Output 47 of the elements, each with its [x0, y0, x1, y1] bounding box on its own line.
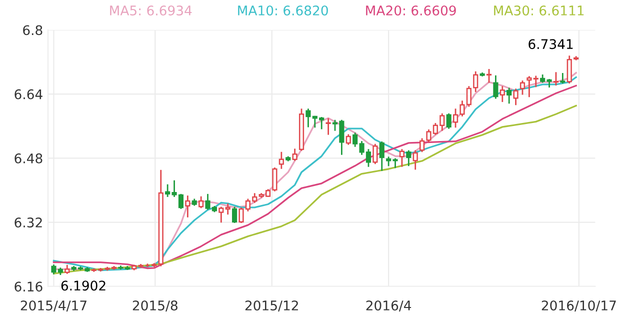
- annotation: 6.7341: [528, 39, 573, 50]
- x-tick-label: 2016/4: [366, 300, 412, 312]
- x-tick-label: 2015/4/17: [20, 300, 86, 312]
- candlestick: [152, 263, 157, 268]
- candlestick: [500, 86, 505, 102]
- candlestick: [412, 150, 418, 170]
- y-tick-label: 6.16: [14, 282, 42, 292]
- x-tick-label: 2015/8: [132, 300, 178, 312]
- x-tick-label: 2015/12: [245, 300, 298, 312]
- candlestick: [225, 204, 230, 215]
- text: MA10: 6.6820: [238, 6, 328, 16]
- candlestick: [218, 206, 224, 223]
- candlestick: [372, 144, 378, 164]
- candlestick: [346, 134, 351, 145]
- candlestick: [379, 141, 384, 171]
- annotation: 6.1902: [61, 280, 106, 291]
- candlestick: [306, 108, 311, 128]
- candlestick: [399, 149, 404, 167]
- text: MA20: 6.6609: [366, 6, 456, 16]
- y-tick-label: 6.64: [14, 89, 42, 100]
- candlestick: [560, 72, 566, 84]
- candlestick: [520, 80, 526, 95]
- text: MA5: 6.6934: [110, 6, 192, 16]
- y-tick-label: 6.48: [14, 153, 42, 164]
- candlestick: [513, 88, 518, 106]
- candlestick: [124, 266, 130, 270]
- candlestick: [406, 150, 412, 166]
- candlestick: [446, 113, 452, 129]
- candlestick: [138, 264, 144, 268]
- candlestick: [278, 152, 284, 169]
- candlestick: [326, 118, 331, 135]
- candlestick: [118, 266, 124, 270]
- x-tick-label: 2016/10/17: [542, 300, 616, 312]
- candlestick: [553, 72, 559, 86]
- candlestick: [185, 196, 190, 218]
- candlestick: [533, 76, 538, 88]
- y-tick-label: 6.32: [14, 218, 42, 228]
- candlestick: [486, 68, 492, 83]
- candlestick: [452, 108, 458, 128]
- text: MA30: 6.6111: [494, 6, 584, 16]
- candlestick: [292, 148, 298, 161]
- y-tick-label: 6.8: [23, 25, 42, 36]
- candlestick: [506, 88, 512, 104]
- candlestick: [232, 206, 238, 223]
- candlestick: [526, 76, 532, 98]
- candlestick: [198, 196, 204, 208]
- candlestick: [493, 75, 498, 99]
